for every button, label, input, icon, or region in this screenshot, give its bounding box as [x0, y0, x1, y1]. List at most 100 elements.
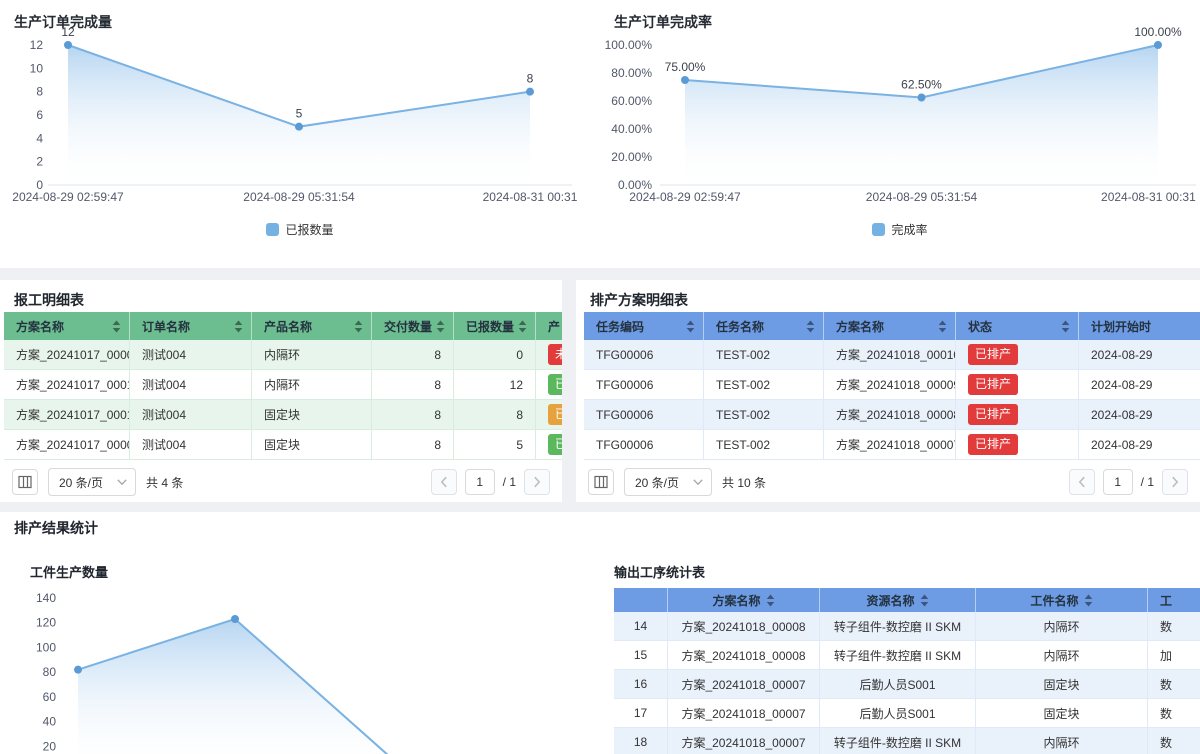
table-cell: 方案_20241018_00008: [824, 400, 956, 430]
column-header[interactable]: 任务编码: [584, 312, 704, 340]
page-count: / 1: [502, 475, 516, 489]
page-size-select[interactable]: 20 条/页: [624, 468, 713, 496]
y-axis-tick-label: 2: [36, 155, 43, 169]
page-input[interactable]: [1102, 469, 1133, 495]
table-header-row: 方案名称 资源名称 工件名称 工: [614, 588, 1200, 612]
table-cell: 已: [536, 400, 562, 430]
table-cell: 转子组件-数控磨 II SKM: [820, 641, 976, 670]
column-header[interactable]: 交付数量: [372, 312, 454, 340]
table-cell: 方案_20241018_00008: [668, 641, 820, 670]
next-page-button[interactable]: [1162, 469, 1188, 495]
sort-icon: [920, 594, 928, 606]
table-cell: 测试004: [130, 340, 252, 370]
chart-data-point[interactable]: [295, 122, 303, 131]
column-settings-button[interactable]: [12, 469, 38, 495]
table-row: TFG00006 TEST-002 方案_20241018_00007 已排产 2024…: [584, 430, 1200, 460]
y-axis-tick-label: 20: [43, 739, 57, 753]
prev-page-button[interactable]: [430, 469, 457, 495]
output-process-table: 方案名称 资源名称 工件名称工 14 方案_20241018_00008 转子组件-数控磨…: [614, 588, 1200, 754]
column-header[interactable]: 已报数量: [454, 312, 536, 340]
table-cell: 2024-08-29: [1079, 370, 1200, 400]
prev-page-button[interactable]: [1068, 469, 1095, 495]
table-row: 方案_20241017_00007测试004内隔环80未: [4, 340, 562, 370]
sort-icon: [518, 320, 527, 332]
table-cell: 固定块: [252, 400, 372, 430]
table-cell: 16: [614, 670, 668, 699]
column-header[interactable]: 任务名称: [704, 312, 824, 340]
legend-label: 完成率: [891, 223, 928, 237]
chart-data-point[interactable]: [231, 615, 239, 624]
column-header[interactable]: 产: [536, 312, 562, 340]
chart-data-point[interactable]: [64, 41, 72, 49]
table-cell: TFG00006: [584, 340, 704, 370]
table-cell: 8: [372, 400, 454, 430]
page-count: / 1: [1140, 475, 1154, 489]
chart-data-point[interactable]: [917, 93, 926, 102]
table-row: 14 方案_20241018_00008 转子组件-数控磨 II SKM 内隔环数: [614, 612, 1200, 641]
chart-data-point[interactable]: [681, 76, 689, 84]
table-cell: 方案_20241018_00007: [824, 430, 956, 460]
table-row: 17 方案_20241018_00007 后勤人员S001 固定块数: [614, 699, 1200, 728]
legend: 已报数量: [0, 221, 600, 238]
y-axis-tick-label: 4: [36, 131, 43, 145]
total-count: 共 10 条: [722, 475, 767, 490]
column-header[interactable]: 工件名称: [976, 588, 1148, 612]
chart-data-point[interactable]: [74, 665, 82, 674]
column-header[interactable]: 订单名称: [130, 312, 252, 340]
y-axis-tick-label: 120: [36, 616, 56, 630]
table-cell: 0: [454, 340, 536, 370]
y-axis-tick-label: 40.00%: [611, 122, 652, 136]
column-settings-button[interactable]: [588, 469, 614, 495]
table-cell: 数: [1148, 612, 1200, 641]
legend-marker: [266, 223, 280, 236]
table-cell: 方案_20241018_00009: [824, 370, 956, 400]
status-badge: 已: [548, 404, 562, 425]
table-cell: 已: [536, 370, 562, 400]
column-header[interactable]: 方案名称: [824, 312, 956, 340]
legend-label: 已报数量: [285, 223, 334, 237]
order-qty-line-chart: 12 10 8 6 4 2 0 12 5 8 2024-08-29 02:59:47 2024-08-…: [12, 25, 577, 204]
data-point-label: 5: [296, 107, 303, 121]
status-badge: 未: [548, 344, 562, 365]
table-cell: 测试004: [130, 400, 252, 430]
chart-data-point[interactable]: [1154, 41, 1162, 49]
x-axis-tick-label: 2024-08-29 05:31:54: [243, 190, 355, 204]
table-cell: 17: [614, 699, 668, 728]
data-point-label: 75.00%: [665, 60, 706, 74]
y-axis-tick-label: 10: [30, 61, 44, 75]
column-header-label: 方案名称: [836, 319, 885, 334]
column-header[interactable]: 状态: [956, 312, 1079, 340]
table-cell: 已排产: [956, 430, 1079, 460]
table-cell: 内隔环: [976, 728, 1148, 754]
column-header[interactable]: 产品名称: [252, 312, 372, 340]
table-cell: 固定块: [252, 430, 372, 460]
column-header[interactable]: 资源名称: [820, 588, 976, 612]
y-axis-tick-label: 12: [30, 38, 44, 52]
y-axis-tick-label: 100: [36, 640, 56, 654]
column-header-label: 工件名称: [1030, 593, 1079, 608]
x-axis-tick-label: 2024-08-31 00:31: [1101, 190, 1196, 204]
column-header[interactable]: 计划开始时: [1079, 312, 1200, 340]
chart-data-point[interactable]: [526, 87, 534, 96]
table-cell: 数: [1148, 670, 1200, 699]
legend-item[interactable]: 完成率: [872, 221, 928, 238]
table-cell: 方案_20241017_00013: [4, 400, 130, 430]
table-cell: 方案_20241018_00007: [668, 699, 820, 728]
status-badge: 已: [548, 374, 562, 395]
legend-item[interactable]: 已报数量: [266, 221, 334, 238]
y-axis-tick-label: 6: [36, 108, 43, 122]
table-cell: 8: [372, 370, 454, 400]
column-header[interactable]: 方案名称: [4, 312, 130, 340]
page-input[interactable]: [464, 469, 495, 495]
next-page-button[interactable]: [524, 469, 550, 495]
column-header-label: 交付数量: [384, 319, 433, 334]
data-point-label: 62.50%: [901, 78, 942, 92]
table-cell: 15: [614, 641, 668, 670]
column-header[interactable]: 方案名称: [668, 588, 820, 612]
page-size-select[interactable]: 20 条/页: [48, 468, 137, 496]
table-cell: 方案_20241018_00008: [668, 612, 820, 641]
status-badge: 已: [548, 434, 562, 455]
x-axis-tick-label: 2024-08-29 05:31:54: [866, 190, 978, 204]
table-cell: 测试004: [130, 370, 252, 400]
order-rate-chart-panel: 生产订单完成率 100.00% 80.00% 60.00% 40.00% 20.00% 0…: [600, 0, 1200, 268]
